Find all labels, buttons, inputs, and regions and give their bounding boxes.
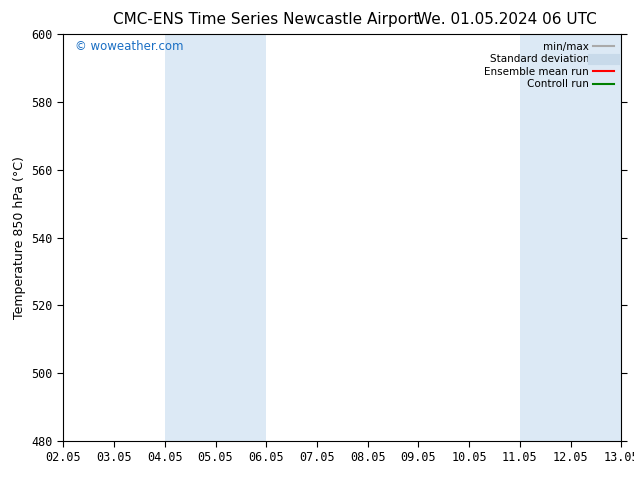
Legend: min/max, Standard deviation, Ensemble mean run, Controll run: min/max, Standard deviation, Ensemble me… — [482, 40, 616, 92]
Text: © woweather.com: © woweather.com — [75, 40, 183, 53]
Text: CMC-ENS Time Series Newcastle Airport: CMC-ENS Time Series Newcastle Airport — [113, 12, 420, 27]
Bar — [165, 34, 266, 441]
Text: We. 01.05.2024 06 UTC: We. 01.05.2024 06 UTC — [417, 12, 597, 27]
Y-axis label: Temperature 850 hPa (°C): Temperature 850 hPa (°C) — [13, 156, 26, 319]
Bar — [520, 34, 621, 441]
